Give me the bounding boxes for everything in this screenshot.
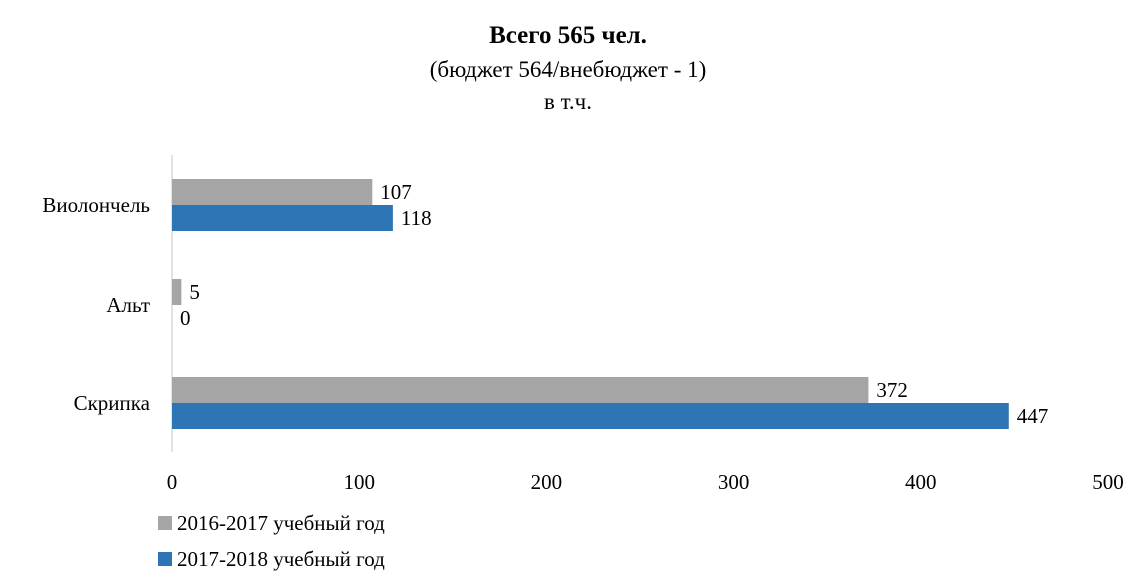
bar-1 <box>172 377 869 403</box>
bar-1 <box>172 179 373 205</box>
bar-2 <box>172 205 393 231</box>
x-tick-label: 0 <box>167 470 178 494</box>
value-label: 447 <box>1017 404 1048 428</box>
value-label: 5 <box>189 280 200 304</box>
category-label: Виолончель <box>42 193 150 217</box>
x-tick-label: 100 <box>343 470 375 494</box>
chart-title: Всего 565 чел. <box>489 22 647 49</box>
chart-subtitle-line-1: (бюджет 564/внебюджет - 1) <box>430 57 707 82</box>
legend-swatch <box>158 516 172 530</box>
value-label: 372 <box>876 378 908 402</box>
category-label: Скрипка <box>74 391 151 415</box>
x-tick-label: 300 <box>718 470 750 494</box>
bar-2 <box>172 403 1009 429</box>
chart-subtitle-line-2: в т.ч. <box>544 89 592 114</box>
value-label: 107 <box>380 180 412 204</box>
legend-label: 2016-2017 учебный год <box>177 511 385 535</box>
legend-swatch <box>158 552 172 566</box>
x-tick-label: 200 <box>531 470 563 494</box>
category-label: Альт <box>106 293 150 317</box>
x-tick-label: 500 <box>1092 470 1124 494</box>
chart-legend: 2016-2017 учебный год 2017-2018 учебный г… <box>158 511 385 571</box>
legend-label: 2017-2018 учебный год <box>177 547 385 571</box>
value-label: 0 <box>180 306 191 330</box>
value-label: 118 <box>401 206 432 230</box>
bar-1 <box>172 279 182 305</box>
x-tick-label: 400 <box>905 470 937 494</box>
